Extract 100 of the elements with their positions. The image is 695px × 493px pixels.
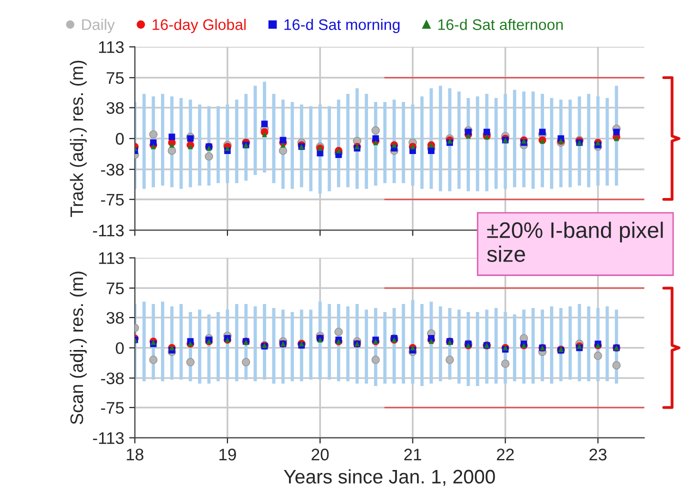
bar xyxy=(364,310,368,384)
bar xyxy=(606,98,609,186)
bar xyxy=(402,102,406,184)
point xyxy=(150,139,157,146)
bar xyxy=(420,96,424,189)
bar xyxy=(457,310,461,384)
point xyxy=(466,134,471,139)
point xyxy=(501,360,510,368)
point xyxy=(428,338,434,344)
y-tick-label: 38 xyxy=(106,312,124,324)
point xyxy=(204,152,214,161)
point xyxy=(614,136,620,142)
point xyxy=(612,361,621,370)
bar xyxy=(254,86,257,176)
bar xyxy=(309,310,312,380)
bar xyxy=(476,312,480,386)
point xyxy=(334,328,343,336)
point xyxy=(372,135,379,142)
x-axis-title: Years since Jan. 1, 2000 xyxy=(284,469,495,486)
point xyxy=(278,146,288,155)
y-tick-label: 75 xyxy=(106,72,124,84)
bar xyxy=(216,106,220,184)
bar xyxy=(606,306,609,382)
bar xyxy=(272,94,276,184)
bar xyxy=(457,91,461,189)
bar xyxy=(180,304,183,380)
point xyxy=(149,356,158,364)
x-tick-label: 18 xyxy=(126,448,144,460)
bar xyxy=(448,88,452,192)
bar xyxy=(198,310,202,384)
point xyxy=(280,136,286,144)
bar xyxy=(438,306,442,382)
bar xyxy=(254,306,257,382)
y-tick-label: 75 xyxy=(106,282,124,294)
point xyxy=(428,147,434,154)
bar xyxy=(160,94,164,186)
legend-label: 16-day Global xyxy=(152,18,246,34)
bar xyxy=(364,94,368,189)
y-tick-label: -75 xyxy=(101,194,124,206)
point xyxy=(206,146,212,151)
point xyxy=(465,128,472,136)
point xyxy=(149,130,158,139)
y-tick-label: -113 xyxy=(93,224,124,236)
y-tick-label: 38 xyxy=(106,102,124,114)
legend-label: 16-d Sat morning xyxy=(284,18,400,34)
bar xyxy=(198,104,202,186)
point xyxy=(224,146,230,151)
point xyxy=(372,356,380,364)
point xyxy=(262,132,268,138)
bar xyxy=(550,98,554,189)
bar xyxy=(383,102,387,184)
bar xyxy=(420,304,424,386)
bar xyxy=(476,96,480,192)
bar xyxy=(568,100,572,188)
y-tick-label: -38 xyxy=(101,164,124,176)
point xyxy=(613,128,620,136)
bar xyxy=(531,91,535,189)
bar xyxy=(235,304,238,382)
point xyxy=(594,352,602,360)
point xyxy=(539,128,546,136)
bar xyxy=(328,304,331,380)
bar xyxy=(290,102,294,189)
point xyxy=(150,144,156,150)
bar xyxy=(568,306,572,380)
bar xyxy=(587,94,590,188)
bar xyxy=(142,302,146,382)
point xyxy=(373,140,378,146)
y-tick-label: -113 xyxy=(93,432,124,444)
bar xyxy=(494,98,498,189)
bar xyxy=(550,306,554,384)
point xyxy=(484,128,490,136)
y-axis-title: Scan (adj.) res. (m) xyxy=(70,272,87,424)
point xyxy=(169,142,174,148)
annotation: ±20% I-band pixel size xyxy=(487,222,663,262)
bar xyxy=(272,308,276,384)
y-tick-label: 113 xyxy=(99,41,124,54)
bar xyxy=(402,304,406,384)
bar xyxy=(346,306,350,382)
point xyxy=(446,356,454,364)
bar xyxy=(235,100,238,184)
bar xyxy=(383,312,387,384)
y-axis-title: Track (adj.) res. (m) xyxy=(70,60,87,218)
bar xyxy=(142,94,146,189)
x-tick-label: 19 xyxy=(219,448,236,460)
bar xyxy=(309,106,312,192)
legend-label: Daily xyxy=(82,18,115,34)
x-tick-label: 20 xyxy=(312,448,329,460)
point xyxy=(280,142,286,148)
point xyxy=(187,135,194,142)
y-tick-label: 0 xyxy=(116,342,124,354)
x-tick-label: 21 xyxy=(404,448,422,460)
y-tick-label: 113 xyxy=(99,252,124,264)
legend-label: 16-d Sat afternoon xyxy=(438,18,563,30)
bar xyxy=(494,308,498,384)
bar xyxy=(587,306,590,382)
point xyxy=(168,146,176,155)
x-tick-label: 22 xyxy=(496,448,514,460)
y-tick-label: 0 xyxy=(116,132,124,145)
bar xyxy=(328,106,331,192)
bar xyxy=(512,314,516,382)
